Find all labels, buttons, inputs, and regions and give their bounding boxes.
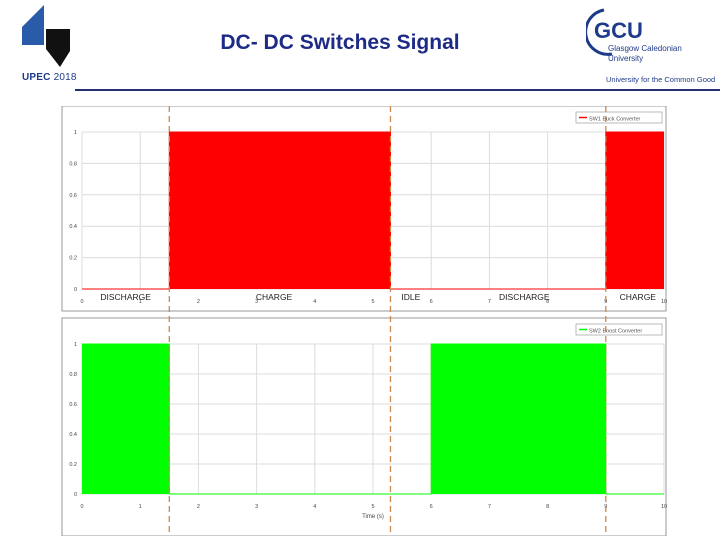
x-tick-label: 8: [546, 299, 549, 305]
x-tick-label: 7: [488, 504, 491, 510]
mode-label: DISCHARGE: [499, 292, 550, 302]
gcu-university-name: Glasgow Caledonian University: [608, 44, 682, 63]
x-tick-label: 4: [313, 299, 316, 305]
legend: SW2 Boost Converter: [575, 323, 663, 336]
x-tick-label: 1: [139, 504, 142, 510]
signal-area: [82, 132, 664, 289]
mode-label: IDLE: [401, 292, 420, 302]
x-tick-label: 2: [197, 299, 200, 305]
x-tick-label: 4: [313, 504, 316, 510]
y-tick-label: 0.2: [69, 462, 77, 468]
x-tick-label: 2: [197, 504, 200, 510]
mode-label: CHARGE: [620, 292, 657, 302]
x-tick-label: 10: [661, 299, 667, 305]
y-tick-label: 0.4: [69, 224, 77, 230]
y-tick-label: 0.8: [69, 372, 77, 378]
signal-area: [82, 344, 664, 494]
y-tick-label: 0.2: [69, 256, 77, 262]
x-tick-label: 6: [430, 504, 433, 510]
switch-signal-plots: SW1 Buck Converter01234567891000.20.40.6…: [61, 106, 667, 536]
legend-box: [575, 111, 663, 124]
x-tick-label: 5: [371, 504, 374, 510]
y-tick-label: 1: [74, 130, 77, 136]
y-tick-label: 0.6: [69, 193, 77, 199]
legend-label: SW1 Buck Converter: [589, 117, 641, 123]
y-tick-label: 0: [74, 492, 77, 498]
gcu-tagline: University for the Common Good: [606, 75, 716, 84]
y-tick-label: 1: [74, 342, 77, 348]
plot-panel-1: SW1 Buck Converter01234567891000.20.40.6…: [61, 106, 667, 312]
mode-label: CHARGE: [256, 292, 293, 302]
x-tick-label: 7: [488, 299, 491, 305]
y-tick-label: 0.8: [69, 161, 77, 167]
x-axis-label: Time (s): [362, 514, 384, 520]
header-divider: [75, 89, 720, 91]
plot-panel-2: SW2 Boost Converter01234567891000.20.40.…: [61, 317, 667, 536]
x-tick-label: 3: [255, 299, 258, 305]
upec-label: UPEC 2018: [22, 72, 77, 83]
x-tick-label: 6: [430, 299, 433, 305]
y-tick-label: 0.6: [69, 402, 77, 408]
x-tick-label: 8: [546, 504, 549, 510]
x-tick-label: 10: [661, 504, 667, 510]
page-title: DC- DC Switches Signal: [220, 31, 460, 54]
y-tick-label: 0: [74, 287, 77, 293]
x-tick-label: 3: [255, 504, 258, 510]
gcu-logo-icon: GCU: [586, 8, 643, 56]
upec-logo-icon: [22, 5, 70, 67]
x-tick-label: 1: [139, 299, 142, 305]
x-tick-label: 0: [80, 504, 83, 510]
legend-label: SW2 Boost Converter: [589, 329, 642, 335]
gcu-letters: GCU: [594, 18, 643, 43]
legend: SW1 Buck Converter: [575, 111, 663, 124]
y-tick-label: 0.4: [69, 432, 77, 438]
x-tick-label: 0: [80, 299, 83, 305]
x-tick-label: 5: [371, 299, 374, 305]
mode-label: DISCHARGE: [100, 292, 151, 302]
legend-box: [575, 323, 663, 336]
